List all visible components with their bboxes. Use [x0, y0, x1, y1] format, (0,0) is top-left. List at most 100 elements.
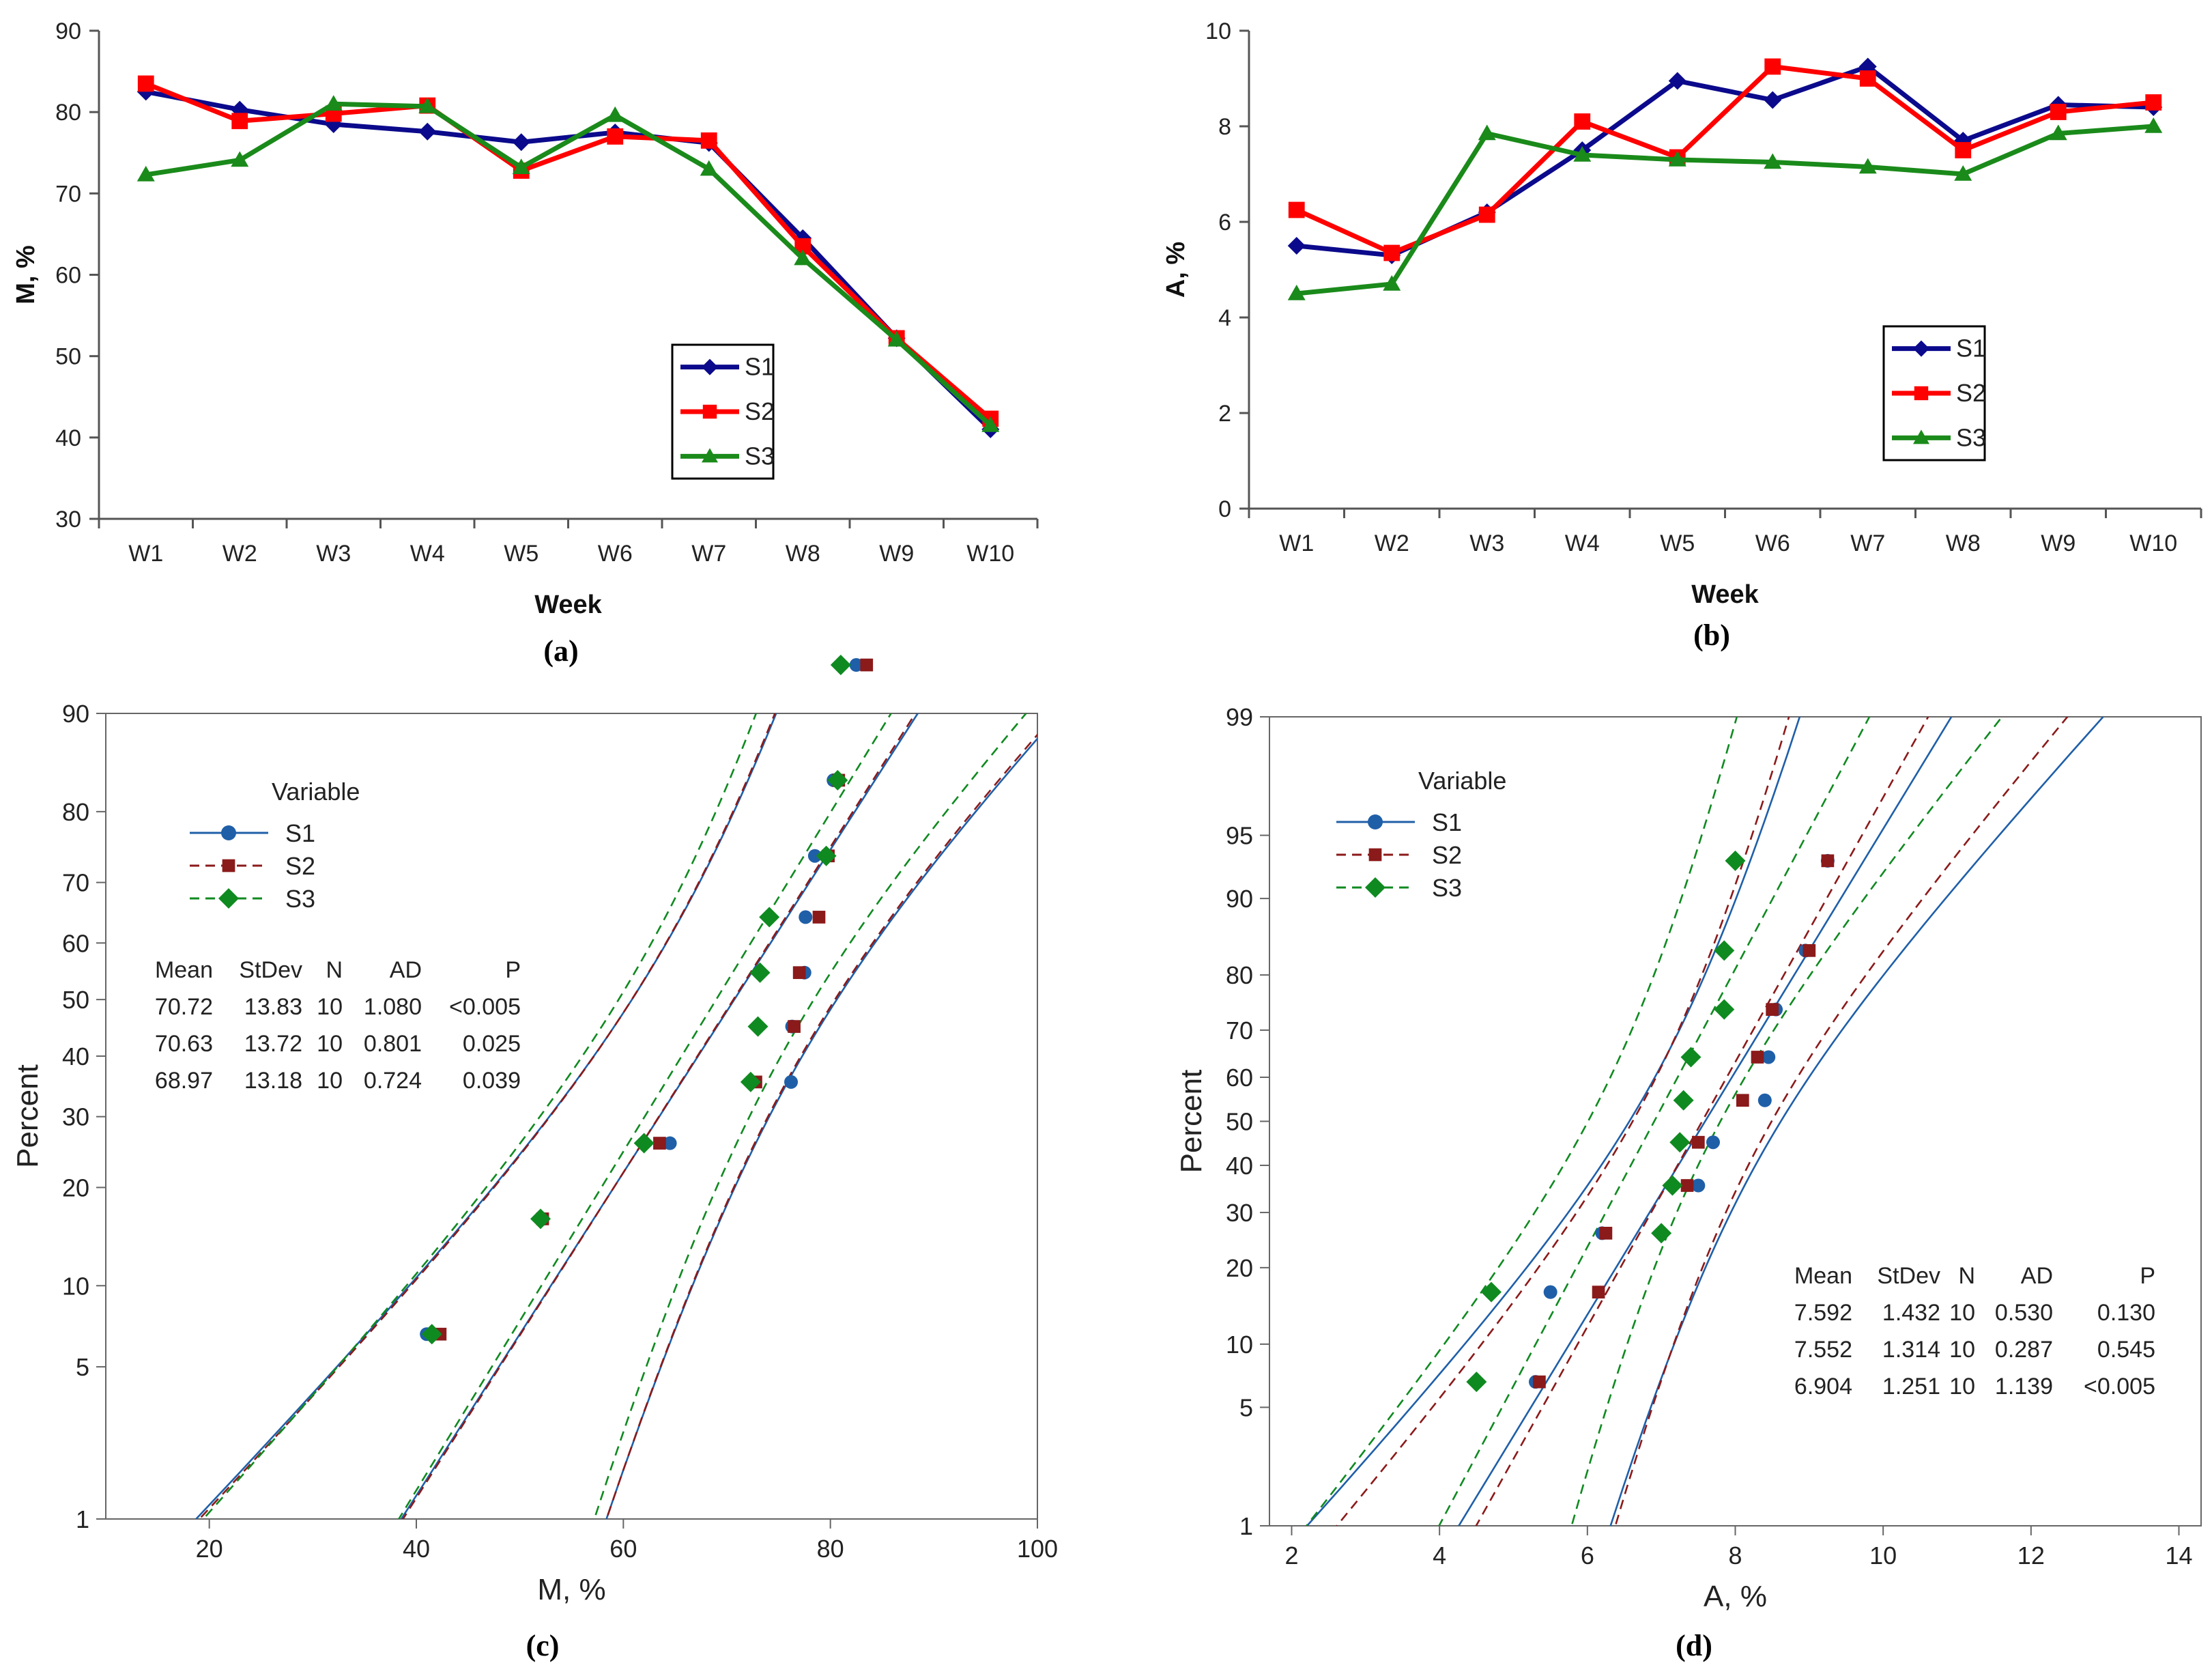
y-axis-label: M, % [12, 245, 40, 304]
x-tick-label: 2 [1284, 1542, 1298, 1570]
x-tick-label: 12 [2017, 1542, 2045, 1570]
stats-cell: 10 [317, 1068, 343, 1094]
stats-cell: 1.080 [364, 994, 422, 1020]
legend-marker-S1 [1368, 814, 1383, 829]
y-tick-label: 80 [1226, 961, 1253, 989]
stats-cell: <0.005 [2084, 1374, 2155, 1400]
stats-cell: 0.039 [463, 1068, 521, 1094]
stats-cell: 0.130 [2097, 1300, 2155, 1326]
stats-header: AD [390, 957, 422, 983]
data-point-S3 [1725, 850, 1746, 871]
ci-upper-line-S3 [1570, 717, 2003, 1526]
legend-label-S1: S1 [285, 819, 315, 847]
data-point-S1 [799, 910, 813, 924]
x-tick-label: 100 [1017, 1535, 1058, 1563]
y-tick-label: 60 [62, 929, 89, 957]
ci-upper-line-S2 [605, 733, 1037, 1519]
x-tick-label: W4 [410, 541, 445, 567]
data-point-S3 [887, 330, 906, 347]
y-tick-label: 10 [62, 1272, 89, 1300]
legend-marker-S3 [1365, 877, 1385, 898]
x-tick-label: W9 [2041, 530, 2075, 556]
y-tick-label: 0 [1218, 496, 1231, 522]
data-point-S1 [663, 1136, 677, 1150]
y-tick-label: 30 [1226, 1199, 1253, 1227]
data-point-S2 [1599, 1227, 1613, 1240]
x-tick-label: 14 [2165, 1542, 2192, 1570]
y-tick-label: 1 [76, 1505, 89, 1533]
data-point-S3 [1954, 165, 1972, 181]
data-point-S1 [1287, 237, 1306, 255]
legend-label-S1: S1 [1432, 808, 1462, 836]
panel-label: (c) [526, 1629, 560, 1662]
y-tick-label: 95 [1226, 822, 1253, 850]
x-tick-label: W8 [786, 541, 820, 567]
data-point-S3 [1662, 1175, 1683, 1196]
legend-marker-S3 [218, 888, 239, 909]
data-point-S3 [700, 160, 718, 176]
ci-lower-line-S1 [1306, 717, 1801, 1526]
data-point-S2 [1859, 70, 1876, 87]
data-point-S3 [1680, 1047, 1701, 1068]
data-point-S2 [1533, 1375, 1546, 1389]
data-point-S1 [1691, 1178, 1706, 1193]
y-axis-label: A, % [1162, 242, 1190, 298]
data-point-S3 [512, 158, 530, 174]
stats-cell: 0.025 [463, 1031, 521, 1057]
data-point-S3 [1714, 999, 1735, 1020]
fit-line-S2 [1475, 717, 1929, 1526]
x-tick-label: W5 [1660, 530, 1695, 556]
data-point-S3 [1764, 153, 1782, 169]
ci-upper-line-S3 [593, 713, 1028, 1519]
legend-label-S2: S2 [1432, 841, 1462, 869]
y-tick-label: 20 [1226, 1254, 1253, 1282]
data-point-S3 [231, 151, 249, 167]
legend-title: Variable [272, 778, 360, 806]
stats-cell: 13.83 [244, 994, 302, 1020]
data-point-S2 [1766, 1003, 1779, 1016]
data-point-S3 [1383, 275, 1401, 291]
data-point-S2 [1680, 1179, 1694, 1192]
y-tick-label: 70 [1226, 1017, 1253, 1045]
legend-marker-S2 [222, 859, 235, 872]
stats-cell: 13.18 [244, 1068, 302, 1094]
x-tick-label: W6 [1755, 530, 1790, 556]
y-tick-label: 30 [55, 507, 81, 532]
y-tick-label: 10 [1226, 1331, 1253, 1359]
y-tick-label: 5 [1239, 1393, 1253, 1421]
stats-cell: 10 [1949, 1374, 1975, 1400]
data-point-S2 [607, 128, 624, 145]
y-tick-label: 30 [62, 1103, 89, 1131]
data-point-S3 [749, 962, 771, 983]
legend-marker-S2 [1914, 386, 1929, 401]
data-point-S3 [606, 106, 624, 122]
x-tick-label: W7 [691, 541, 726, 567]
stats-cell: 70.63 [155, 1031, 213, 1057]
data-point-S2 [1691, 1135, 1705, 1149]
stats-cell: 1.251 [1882, 1374, 1940, 1400]
series-S3 [137, 95, 1000, 432]
data-point-S3 [747, 1016, 769, 1037]
stats-header: N [326, 957, 343, 983]
legend-label-S3: S3 [285, 885, 315, 913]
data-point-S2 [2145, 94, 2162, 111]
stats-header: StDev [239, 957, 302, 983]
x-tick-label: 4 [1433, 1542, 1446, 1570]
data-point-S3 [1466, 1372, 1487, 1393]
stats-cell: 10 [1949, 1300, 1975, 1326]
data-point-S3 [794, 249, 812, 266]
stats-cell: 7.552 [1794, 1337, 1852, 1363]
legend-label-S1: S1 [1956, 335, 1986, 363]
legend-label-S2: S2 [285, 852, 315, 880]
y-tick-label: 90 [1226, 885, 1253, 913]
y-tick-label: 90 [55, 18, 81, 44]
y-tick-label: 20 [62, 1174, 89, 1202]
stats-table: Mean StDev N AD P 70.72 13.83 10 1.080 <0.005 70.6… [155, 957, 521, 1094]
y-tick-label: 6 [1218, 210, 1231, 236]
data-point-S2 [2050, 104, 2067, 120]
data-point-S3 [759, 907, 780, 928]
stats-header: Mean [155, 957, 213, 983]
stats-cell: 70.72 [155, 994, 213, 1020]
data-point-S3 [1714, 940, 1735, 961]
data-point-S3 [2144, 117, 2163, 133]
